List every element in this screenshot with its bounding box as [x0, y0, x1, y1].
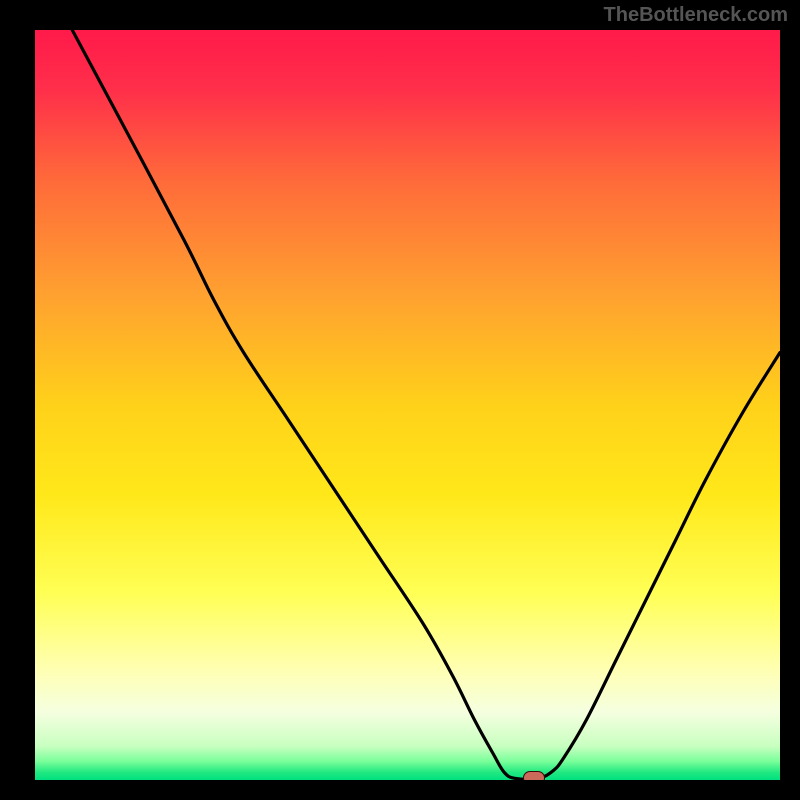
watermark-text: TheBottleneck.com — [604, 4, 788, 27]
bottleneck-curve — [72, 30, 780, 779]
plot-area — [35, 30, 780, 780]
optimal-marker — [523, 771, 545, 780]
curve-svg — [35, 30, 780, 780]
chart-container: TheBottleneck.com — [0, 0, 800, 800]
